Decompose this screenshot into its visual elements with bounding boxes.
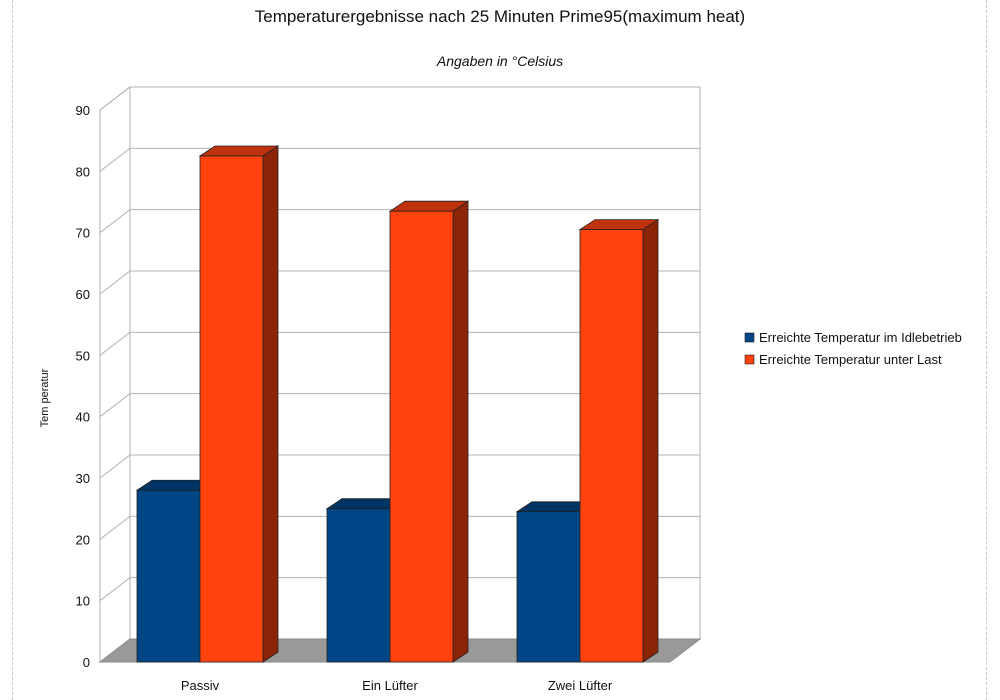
bars <box>135 145 660 663</box>
page-edge-right <box>986 0 987 700</box>
y-tick-label: 70 <box>76 226 90 241</box>
category-label: Zwei Lüfter <box>548 678 613 693</box>
y-tick-label: 20 <box>76 532 90 547</box>
bar-side <box>452 200 469 663</box>
gridline-side <box>99 86 131 111</box>
y-axis-ticks: 0 10 20 30 40 50 60 70 80 90 <box>76 103 90 670</box>
y-tick-label: 30 <box>76 471 90 486</box>
bar-side <box>262 145 279 663</box>
chart-title: Temperaturergebnisse nach 25 Minuten Pri… <box>255 7 745 26</box>
bar <box>326 508 391 663</box>
plot-left-wall <box>99 85 131 664</box>
gridline-side <box>99 393 131 418</box>
bar <box>136 489 201 663</box>
category-labels: Passiv Ein Lüfter Zwei Lüfter <box>181 678 613 693</box>
y-tick-label: 90 <box>76 103 90 118</box>
gridline-side <box>99 577 131 602</box>
gridline-side <box>99 209 131 234</box>
gridline-side <box>99 515 131 540</box>
legend-swatch <box>744 354 755 365</box>
legend-entry: Erreichte Temperatur unter Last <box>759 352 942 367</box>
y-tick-label: 0 <box>83 655 90 670</box>
page-edge-left <box>12 0 13 700</box>
y-tick-label: 60 <box>76 287 90 302</box>
gridline-side <box>99 147 131 172</box>
category-label: Ein Lüfter <box>362 678 418 693</box>
bar-side <box>642 218 659 663</box>
gridline-side <box>99 331 131 356</box>
y-tick-label: 80 <box>76 164 90 179</box>
chart-subtitle: Angaben in °Celsius <box>436 53 563 69</box>
gridline-side <box>99 454 131 479</box>
bar <box>516 511 581 663</box>
legend-swatch <box>744 332 755 343</box>
y-tick-label: 50 <box>76 348 90 363</box>
gridline-side <box>99 270 131 295</box>
y-tick-label: 10 <box>76 594 90 609</box>
legend-entry: Erreichte Temperatur im Idlebetrieb <box>759 330 962 345</box>
y-axis-label: Tem peratur <box>39 368 51 427</box>
bar <box>579 229 644 663</box>
bar <box>199 155 264 663</box>
legend: Erreichte Temperatur im Idlebetrieb Errei… <box>744 330 962 367</box>
category-label: Passiv <box>181 678 220 693</box>
y-tick-label: 40 <box>76 410 90 425</box>
bar <box>389 210 454 663</box>
